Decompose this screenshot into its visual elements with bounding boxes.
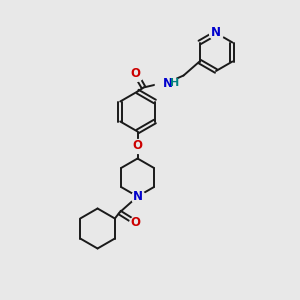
- Text: O: O: [133, 139, 142, 152]
- Text: O: O: [130, 67, 140, 80]
- Text: N: N: [133, 190, 142, 203]
- Text: O: O: [130, 216, 140, 229]
- Text: N: N: [211, 26, 221, 40]
- Text: H: H: [170, 79, 179, 88]
- Text: N: N: [163, 77, 172, 90]
